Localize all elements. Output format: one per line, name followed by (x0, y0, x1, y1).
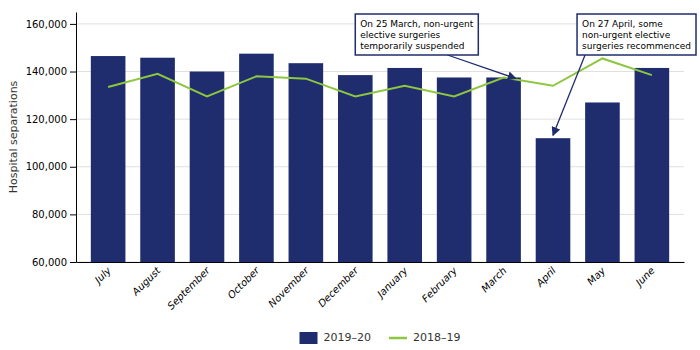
annotation-box (577, 14, 696, 55)
y-tick: 80,000 (32, 209, 76, 220)
annotation-text: On 25 March, non-urgentelective surgerie… (360, 19, 473, 51)
x-tick: August (129, 264, 163, 298)
y-tick: 120,000 (26, 114, 76, 125)
marks (91, 54, 669, 262)
legend-label: 2018–19 (413, 331, 461, 344)
bar (635, 68, 670, 262)
annotation-text: On 27 April, somenon-urgent electivesurg… (582, 19, 691, 51)
bar (289, 63, 324, 262)
x-tick: January (374, 264, 411, 301)
annotation: On 25 March, non-urgentelective surgerie… (355, 14, 515, 78)
annotation-line: On 25 March, non-urgent (360, 19, 473, 29)
x-tick-label: October (225, 264, 262, 301)
y-tick-mark (70, 214, 76, 215)
bar (338, 75, 373, 262)
y-tick-mark (70, 119, 76, 120)
x-tick: March (479, 265, 508, 294)
x-tick-label: August (129, 264, 163, 298)
bar (437, 77, 472, 262)
bar (486, 77, 521, 262)
bar-series (91, 54, 669, 262)
y-tick-label: 120,000 (26, 114, 67, 125)
annotations: On 25 March, non-urgentelective surgerie… (355, 14, 696, 135)
y-tick: 160,000 (26, 19, 76, 30)
bar (536, 138, 571, 262)
legend-swatch (300, 332, 318, 344)
y-tick-label: 80,000 (32, 209, 67, 220)
x-axis: July AugustSeptember OctoberNovemberDecemb… (77, 263, 685, 312)
y-tick-label: 60,000 (32, 257, 67, 268)
x-tick-label: September (165, 264, 212, 311)
legend: 2019–20 2018–19 (300, 331, 461, 344)
annotation-arrow (448, 55, 516, 78)
x-tick: February (420, 264, 460, 304)
legend-swatch (389, 337, 407, 340)
annotation-line: temporarily suspended (360, 41, 464, 51)
x-tick: July (91, 264, 114, 287)
y-tick-label: 100,000 (26, 161, 67, 172)
y-tick-mark (70, 167, 76, 168)
y-axis-line (76, 13, 77, 263)
bar (140, 58, 175, 262)
y-tick-mark (70, 262, 76, 263)
bar (387, 68, 422, 262)
y-axis: 60,000 80,000 100,000 120,000 140,000 160,000 (26, 13, 77, 268)
x-tick-label: December (316, 264, 361, 309)
x-tick-label: November (266, 264, 311, 309)
x-tick-label: March (479, 265, 508, 294)
x-axis-line (77, 262, 685, 263)
x-tick: November (266, 264, 311, 309)
x-tick-label: April (533, 265, 558, 290)
y-tick: 60,000 (32, 257, 76, 268)
x-tick-label: July (91, 264, 114, 287)
annotation-line: On 27 April, some (582, 19, 663, 29)
y-tick: 140,000 (26, 66, 76, 77)
plot: 60,000 80,000 100,000 120,000 140,000 160,000… (7, 13, 696, 312)
annotation-line: non-urgent elective (582, 30, 671, 40)
y-tick-label: 160,000 (26, 19, 67, 30)
annotation: On 27 April, somenon-urgent electivesurg… (553, 14, 696, 135)
annotation-box (355, 14, 478, 55)
x-tick: April (533, 265, 558, 290)
x-tick-label: June (632, 265, 657, 290)
annotation-line: surgeries recommenced (582, 41, 691, 51)
x-tick: May (585, 264, 608, 287)
bar (239, 54, 274, 262)
y-axis-title: Hospital separations (7, 80, 20, 193)
x-tick-label: January (374, 264, 411, 301)
x-tick: October (225, 264, 262, 301)
y-tick: 100,000 (26, 161, 76, 172)
chart: 60,000 80,000 100,000 120,000 140,000 160,000… (0, 0, 700, 350)
x-tick-label: February (420, 264, 460, 304)
x-tick: December (316, 264, 361, 309)
annotation-line: elective surgeries (360, 30, 440, 40)
x-tick: September (165, 264, 212, 311)
y-tick-label: 140,000 (26, 66, 67, 77)
grid (76, 24, 684, 262)
y-tick-mark (70, 72, 76, 73)
legend-item: 2018–19 (389, 331, 461, 344)
x-tick: June (632, 265, 657, 290)
annotation-arrow (553, 55, 585, 135)
legend-item: 2019–20 (300, 331, 372, 344)
bar (190, 72, 225, 262)
bar (585, 102, 620, 262)
x-tick-label: May (585, 264, 608, 287)
legend-label: 2019–20 (324, 331, 372, 344)
y-tick-mark (70, 24, 76, 25)
